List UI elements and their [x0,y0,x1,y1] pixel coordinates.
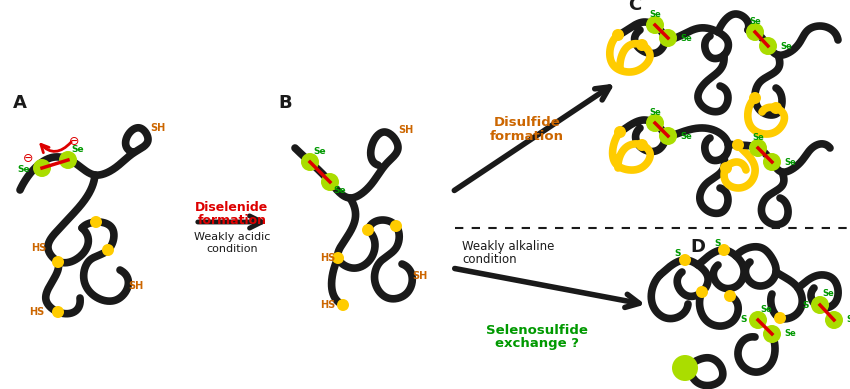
Circle shape [770,102,782,114]
Text: Diselenide: Diselenide [196,200,269,214]
Circle shape [718,244,730,256]
Circle shape [659,29,677,47]
Text: Se: Se [760,305,772,314]
Circle shape [321,173,339,191]
Text: Se: Se [71,144,83,154]
Circle shape [774,312,786,324]
Circle shape [52,306,64,318]
Circle shape [362,224,374,236]
Text: Se: Se [784,329,796,338]
Circle shape [52,256,64,268]
Circle shape [90,216,102,228]
Circle shape [636,39,648,51]
Text: B: B [278,94,292,112]
Circle shape [763,153,781,171]
Text: S: S [740,315,747,324]
Circle shape [33,159,51,177]
Circle shape [720,162,732,174]
Circle shape [825,311,843,329]
Circle shape [612,29,624,41]
Text: Se: Se [780,42,791,51]
Text: condition: condition [207,244,258,254]
Text: exchange ?: exchange ? [495,338,579,350]
Circle shape [659,127,677,145]
Text: Se: Se [749,16,761,26]
Text: Selenosulfide: Selenosulfide [486,324,588,336]
Circle shape [724,290,736,302]
Circle shape [763,325,781,343]
Circle shape [646,16,664,34]
Circle shape [749,311,767,329]
Circle shape [696,286,708,298]
Text: SH: SH [398,125,413,135]
Text: HS: HS [320,253,335,263]
Text: Weakly alkaline: Weakly alkaline [462,240,554,253]
Circle shape [332,252,344,264]
Text: S: S [715,238,722,247]
Text: Se: Se [680,33,692,42]
Text: ⊖: ⊖ [69,135,79,147]
Text: Se: Se [784,158,796,166]
Circle shape [679,254,691,266]
Circle shape [337,299,349,311]
Circle shape [301,153,319,171]
Circle shape [759,37,777,55]
Text: condition: condition [462,253,517,266]
Text: SH: SH [128,281,144,291]
Text: D: D [690,238,705,256]
Text: HS: HS [31,243,46,253]
Text: Se: Se [313,147,326,156]
Circle shape [102,244,114,256]
Circle shape [646,114,664,132]
Text: HS: HS [29,307,44,317]
Circle shape [811,296,829,314]
Text: SH: SH [150,123,165,133]
Circle shape [614,126,626,138]
Text: Se: Se [846,315,850,324]
Circle shape [746,23,764,41]
Text: SH: SH [412,271,428,281]
Circle shape [749,92,761,104]
Text: Se: Se [680,131,692,140]
Circle shape [749,139,767,157]
Circle shape [59,151,77,169]
Text: Se: Se [17,165,30,173]
Text: S: S [802,300,809,310]
Text: Se: Se [333,186,346,194]
Circle shape [636,139,648,151]
Text: Se: Se [649,9,660,19]
Text: C: C [628,0,641,14]
Circle shape [672,355,698,381]
Text: S: S [675,249,681,258]
Circle shape [732,139,744,151]
Text: HS: HS [320,300,335,310]
Text: Weakly acidic: Weakly acidic [194,232,270,242]
Text: Se: Se [822,289,834,298]
Text: Se: Se [752,133,764,142]
Text: ⊖: ⊖ [23,151,33,165]
Text: A: A [13,94,27,112]
Text: Se: Se [649,107,660,116]
Circle shape [390,220,402,232]
Text: formation: formation [197,214,267,226]
Text: Disulfide: Disulfide [494,116,560,128]
Text: formation: formation [490,130,564,142]
FancyArrowPatch shape [41,142,71,153]
